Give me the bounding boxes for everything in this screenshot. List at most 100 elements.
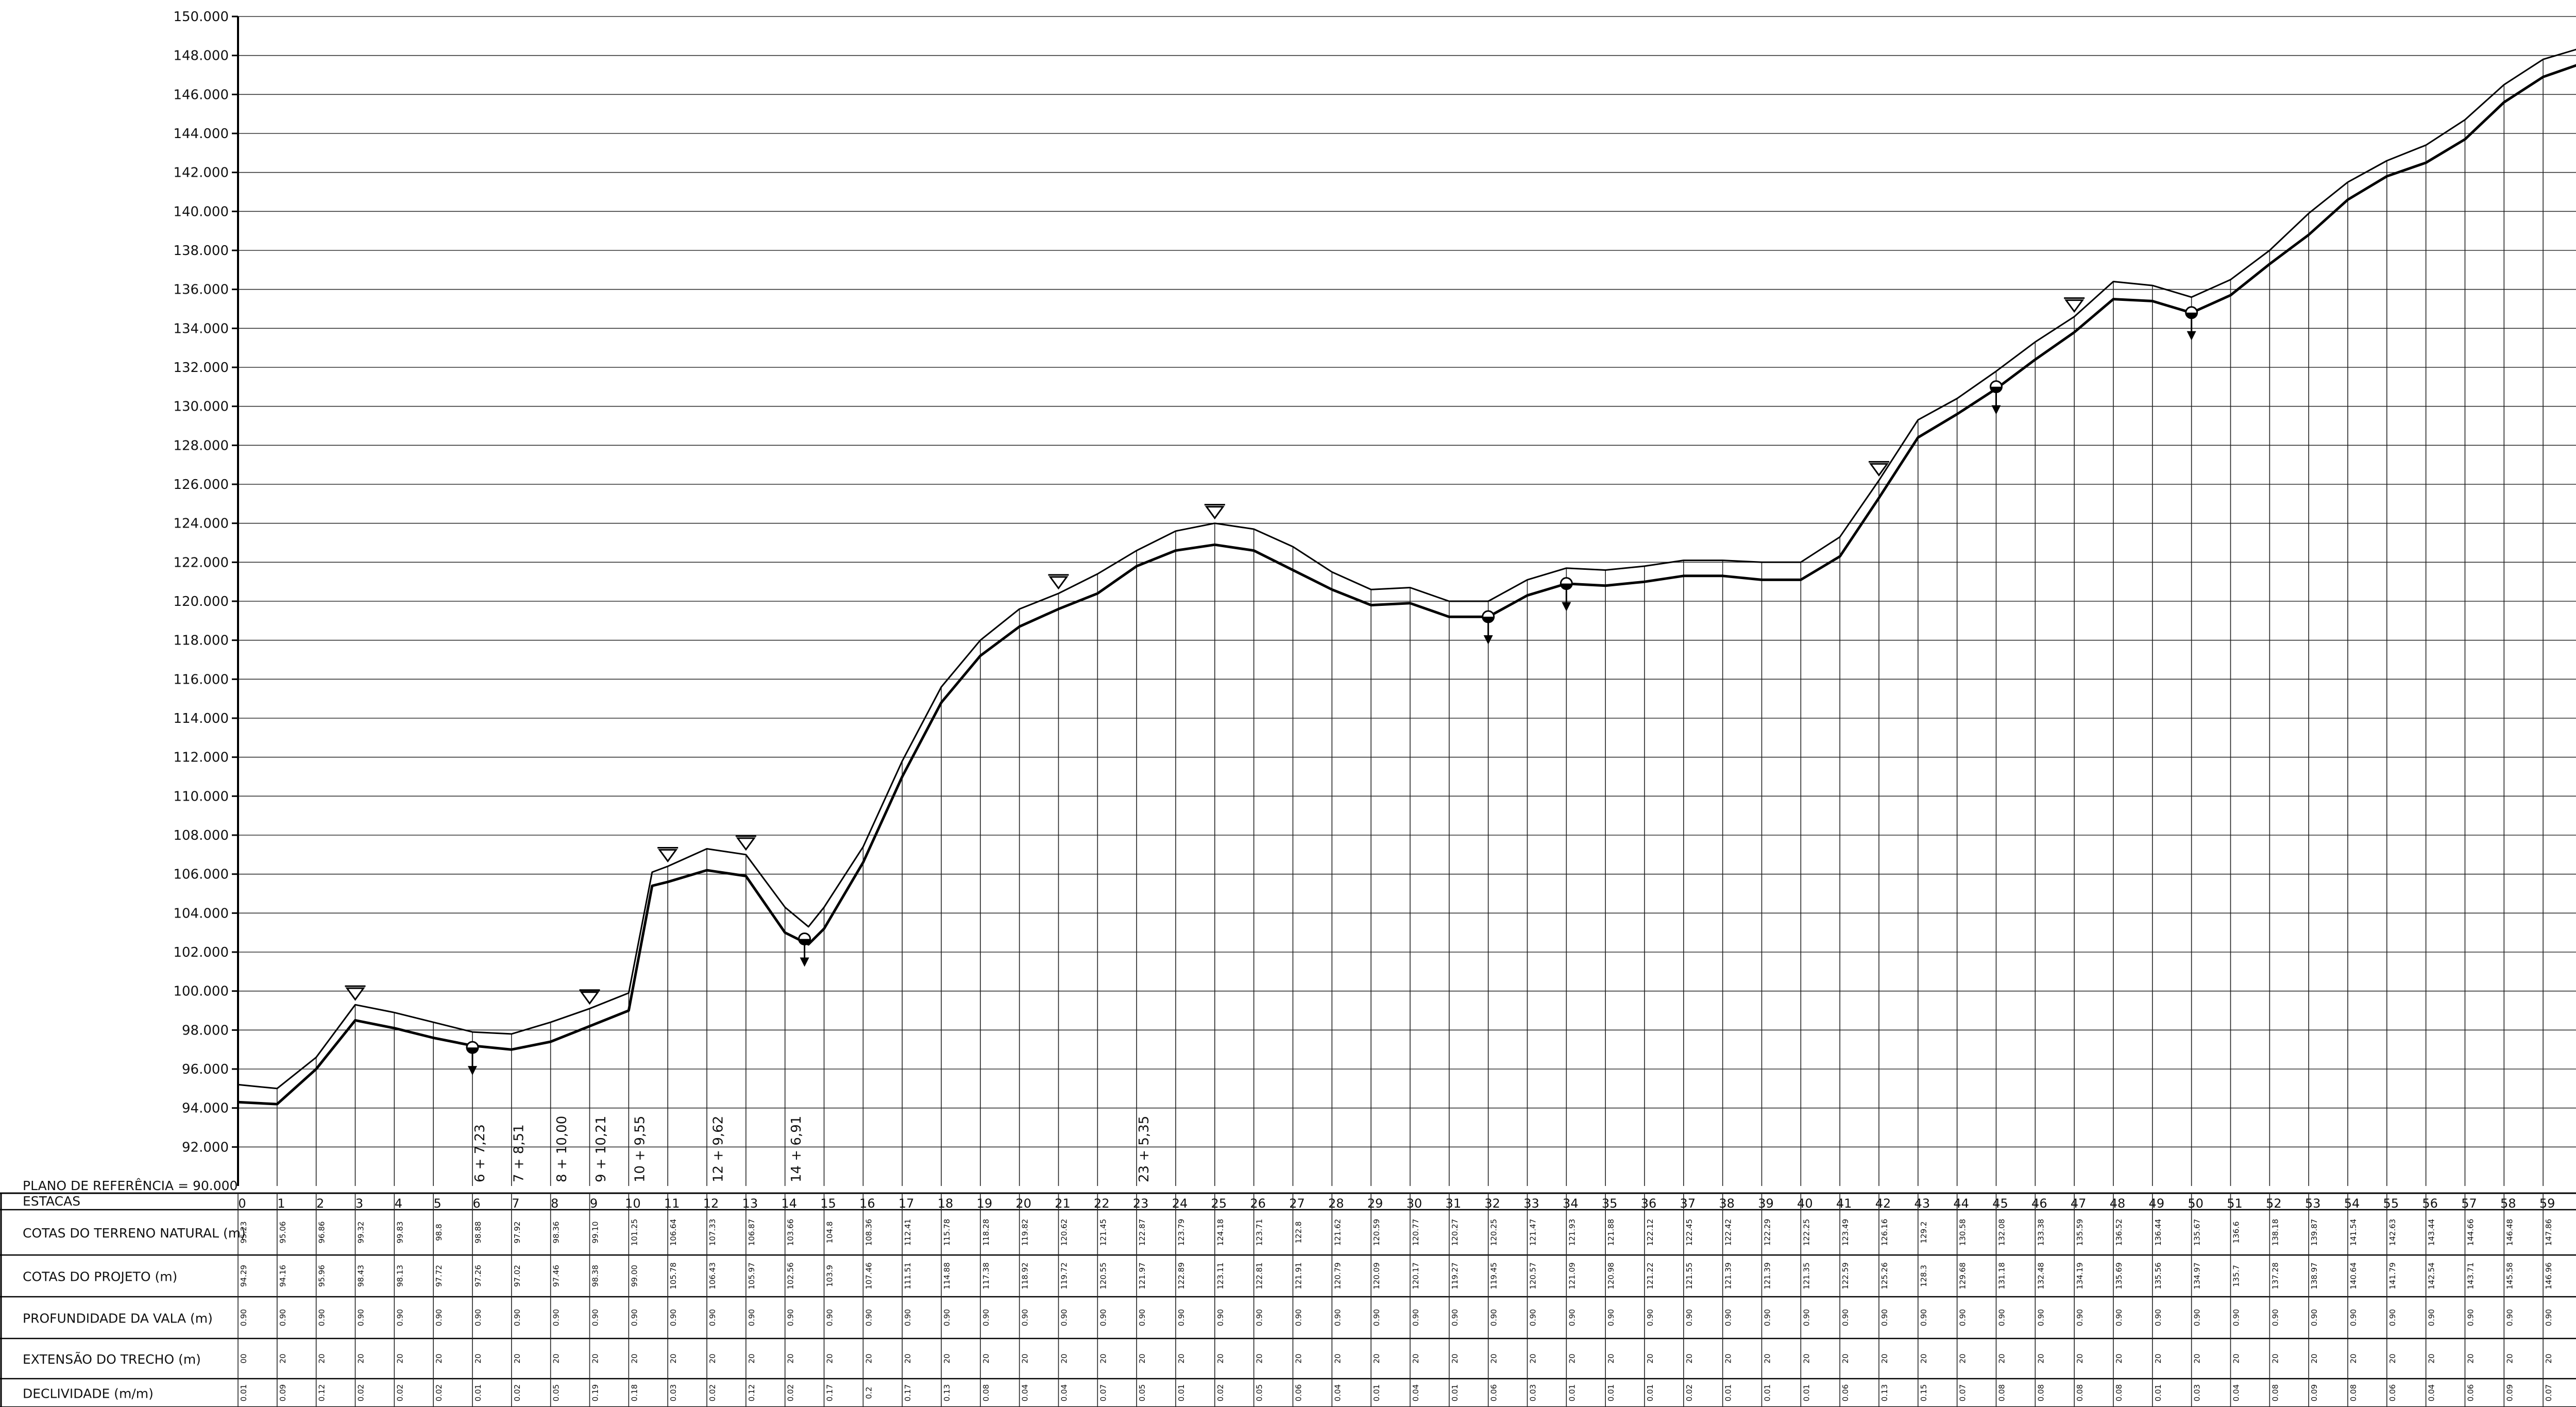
y-tick-label: 118.000 — [173, 633, 229, 649]
table-cell-value: 117.38 — [981, 1262, 991, 1290]
table-cell-value: 0.90 — [1763, 1309, 1772, 1326]
table-cell-value: 104.8 — [825, 1222, 835, 1244]
table-cell-value: 20 — [942, 1353, 952, 1363]
terrain-line — [238, 48, 2576, 1090]
table-cell-value: 141.54 — [2349, 1219, 2358, 1246]
drop-arrow-icon — [800, 957, 809, 967]
table-cell-value: 0.02 — [786, 1384, 795, 1401]
drop-arrow-icon — [1562, 602, 1571, 612]
table-cell-value: 96.86 — [317, 1222, 327, 1244]
table-cell-value: 135.67 — [2193, 1219, 2202, 1246]
table-cell-value: 132.48 — [2036, 1262, 2045, 1290]
table-cell-value: 0.06 — [2466, 1384, 2476, 1401]
table-cell-value: 0.06 — [1489, 1384, 1499, 1401]
y-tick-label: 126.000 — [173, 477, 229, 493]
y-tick-label: 140.000 — [173, 204, 229, 219]
station-label: 44 — [1953, 1196, 1969, 1211]
stations-header: ESTACAS — [23, 1194, 80, 1209]
table-cell-value: 106.64 — [669, 1219, 678, 1246]
table-cell-value: 0.09 — [278, 1384, 287, 1401]
table-cell-value: 132.08 — [1997, 1219, 2007, 1246]
table-cell-value: 0.08 — [2036, 1384, 2045, 1401]
table-cell-value: 0.90 — [1841, 1309, 1850, 1326]
table-cell-value: 0.90 — [708, 1309, 717, 1326]
table-cell-value: 20 — [669, 1353, 678, 1363]
table-cell-value: 108.36 — [864, 1219, 873, 1246]
y-tick-label: 150.000 — [173, 9, 229, 25]
table-cell-value: 0.04 — [1021, 1384, 1030, 1401]
table-cell-value: 0.12 — [747, 1384, 756, 1401]
table-cell-value: 106.87 — [747, 1219, 756, 1246]
table-cell-value: 123.79 — [1177, 1219, 1186, 1246]
table-cell-value: 0.17 — [903, 1384, 912, 1401]
table-cell-value: 20 — [1255, 1353, 1264, 1363]
table-cell-value: 0.90 — [473, 1309, 483, 1326]
table-cell-value: 119.72 — [1060, 1262, 1069, 1290]
table-cell-value: 20 — [591, 1353, 600, 1363]
table-cell-value: 0.01 — [1646, 1384, 1655, 1401]
station-label: 54 — [2344, 1196, 2360, 1211]
table-cell-value: 0.90 — [1606, 1309, 1616, 1326]
station-label: 48 — [2110, 1196, 2126, 1211]
station-label: 23 — [1133, 1196, 1149, 1211]
table-cell-value: 0.90 — [239, 1309, 248, 1326]
table-cell-value: 120.17 — [1411, 1262, 1420, 1290]
table-cell-value: 99.32 — [357, 1222, 366, 1244]
table-cell-value: 20 — [1724, 1353, 1733, 1363]
table-cell-value: 0.05 — [1138, 1384, 1147, 1401]
table-cell-value: 121.93 — [1567, 1219, 1577, 1246]
table-cell-value: 141.79 — [2388, 1262, 2397, 1290]
table-cell-value: 0.90 — [591, 1309, 600, 1326]
table-cell-value: 20 — [2505, 1353, 2514, 1363]
table-cell-value: 20 — [2036, 1353, 2045, 1363]
station-label: 22 — [1094, 1196, 1110, 1211]
station-label: 32 — [1484, 1196, 1500, 1211]
table-row-label: COTAS DO TERRENO NATURAL (m) — [23, 1226, 246, 1241]
table-cell-value: 120.79 — [1333, 1262, 1342, 1290]
station-label: 33 — [1523, 1196, 1539, 1211]
table-cell-value: 0.90 — [2427, 1309, 2436, 1326]
table-cell-value: 134.97 — [2193, 1262, 2202, 1290]
station-label: 49 — [2149, 1196, 2165, 1211]
y-tick-label: 142.000 — [173, 165, 229, 181]
station-label: 3 — [355, 1196, 363, 1211]
table-cell-value: 129.68 — [1958, 1262, 1968, 1290]
table-cell-value: 00 — [239, 1353, 248, 1363]
drop-circle-fill-icon — [467, 1047, 478, 1054]
table-cell-value: 0.90 — [1255, 1309, 1264, 1326]
station-label: 42 — [1875, 1196, 1891, 1211]
y-tick-label: 136.000 — [173, 282, 229, 298]
table-cell-value: 20 — [981, 1353, 991, 1363]
table-cell-value: 20 — [1841, 1353, 1850, 1363]
table-cell-value: 121.62 — [1333, 1219, 1342, 1246]
table-cell-value: 130.58 — [1958, 1219, 1968, 1246]
table-cell-value: 20 — [2270, 1353, 2280, 1363]
table-cell-value: 120.59 — [1372, 1219, 1381, 1246]
table-cell-value: 106.43 — [708, 1262, 717, 1290]
station-label: 38 — [1719, 1196, 1735, 1211]
table-cell-value: 0.09 — [2310, 1384, 2319, 1401]
table-cell-value: 122.29 — [1763, 1219, 1772, 1246]
table-cell-value: 0.02 — [1685, 1384, 1694, 1401]
table-cell-value: 121.45 — [1098, 1219, 1108, 1246]
table-cell-value: 120.25 — [1489, 1219, 1499, 1246]
table-cell-value: 0.01 — [1724, 1384, 1733, 1401]
table-cell-value: 0.90 — [1529, 1309, 1538, 1326]
table-cell-value: 0.90 — [630, 1309, 639, 1326]
y-tick-label: 102.000 — [173, 945, 229, 960]
table-cell-value: 20 — [2544, 1353, 2553, 1363]
station-label: 47 — [2071, 1196, 2087, 1211]
profile-lines — [238, 48, 2576, 1106]
station-label: 56 — [2422, 1196, 2438, 1211]
table-cell-value: 0.01 — [239, 1384, 248, 1401]
table-cell-value: 133.38 — [2036, 1219, 2045, 1246]
profile-data-table: ESTACAS 0 1 2 3 4 5 6 7 8 9 10 11 12 13 14 15 16 17 18 19 20 2… — [0, 1192, 2576, 1407]
table-cell-value: 98.36 — [552, 1222, 561, 1244]
station-callout: 8 + 10,00 — [554, 1116, 570, 1182]
table-cell-value: 120.98 — [1606, 1262, 1616, 1290]
table-cell-value: 0.18 — [630, 1384, 639, 1401]
station-verticals — [238, 59, 2544, 1186]
table-cell-value: 99.83 — [395, 1222, 404, 1244]
table-cell-value: 0.90 — [1333, 1309, 1342, 1326]
table-cell-value: 20 — [1802, 1353, 1811, 1363]
